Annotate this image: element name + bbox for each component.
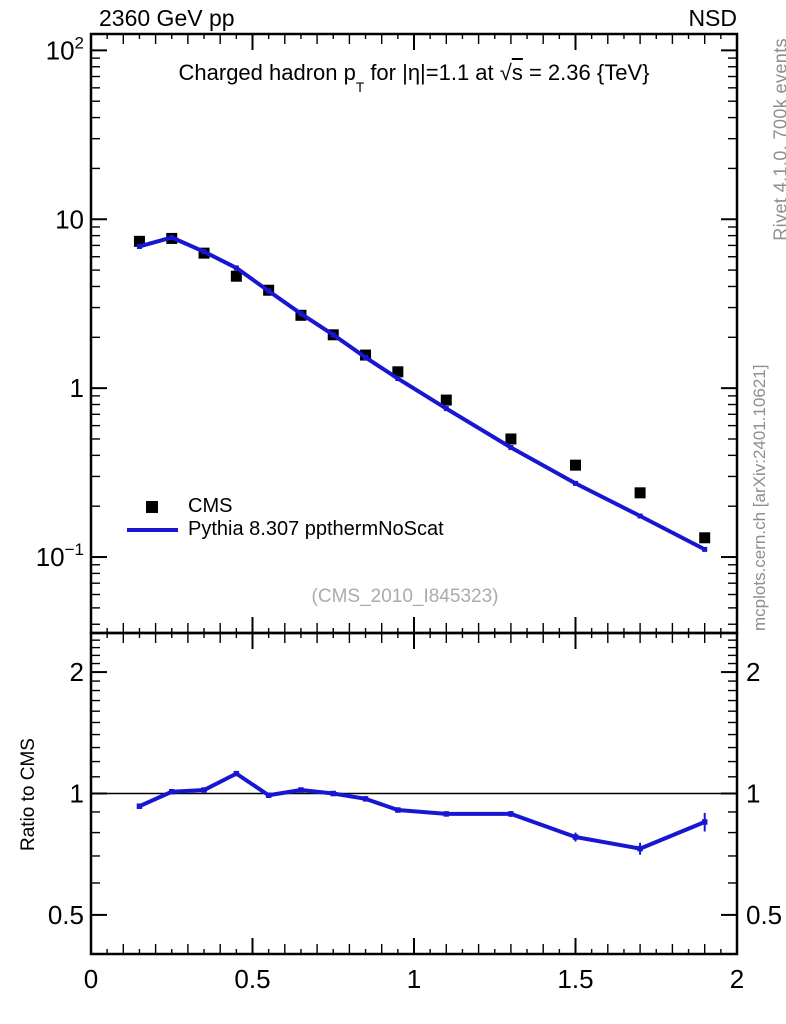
pythia-node-marker [201, 249, 207, 255]
ratio-node-marker [572, 834, 579, 840]
ratio-node-marker [169, 789, 175, 795]
pythia-node-marker [169, 234, 175, 240]
ratio-node-marker [637, 845, 643, 852]
sqrt-argument: s [511, 60, 523, 85]
beam-energy-label: 2360 GeV pp [99, 5, 235, 31]
pythia-node-marker [508, 445, 514, 451]
analysis-id-watermark: (CMS_2010_I845323) [311, 586, 499, 607]
main-y-tick-label: 10 [55, 204, 84, 234]
legend-label-cms: CMS [188, 495, 233, 517]
event-class-label: NSD [688, 5, 737, 31]
sqrt-sign: √ [499, 60, 512, 85]
x-tick-label: 0.5 [234, 964, 270, 994]
pythia-node-marker [443, 406, 449, 412]
cms-marker-icon [146, 501, 158, 513]
ratio-node-marker [701, 819, 708, 825]
ratio-node-marker [443, 811, 450, 817]
ratio-node-marker [508, 811, 514, 817]
cms-data-point [699, 532, 711, 544]
x-tick-label: 2 [730, 964, 744, 994]
ratio-node-marker [298, 787, 304, 793]
cms-data-point [133, 235, 145, 247]
ratio-curve [138, 771, 706, 851]
pythia-line-icon [127, 528, 178, 532]
legend-label-pythia: Pythia 8.307 ppthermNoScat [188, 518, 444, 540]
pythia-node-marker [637, 513, 643, 519]
ratio-y-tick-label: 1 [70, 779, 84, 809]
pythia-node-marker [136, 243, 142, 249]
title-mid: for |η|=1.1 at [364, 60, 500, 85]
main-panel-frame [89, 32, 739, 635]
pythia-node-marker [298, 311, 304, 317]
ratio-y-tick-label: 0.5 [48, 900, 84, 930]
pythia-node-marker [266, 288, 272, 294]
pythia-node-marker [395, 376, 401, 382]
x-tick-label: 1 [407, 964, 421, 994]
title-subscript: T [355, 79, 365, 95]
ratio-axis-label: Ratio to CMS [18, 738, 39, 851]
mcplots-arxiv-note: mcplots.cern.ch [arXiv:2401.10621] [750, 364, 769, 631]
ratio-node-marker [233, 770, 240, 777]
pythia-node-marker [233, 265, 239, 271]
ratio-node-marker [362, 796, 369, 802]
cms-data-point [392, 366, 404, 378]
pythia-node-marker [363, 354, 369, 360]
pythia-node-marker [330, 332, 336, 338]
main-y-tick-label: 1 [70, 373, 84, 403]
pythia-curve [138, 235, 706, 552]
pythia-node-marker [702, 546, 708, 552]
title-text: Charged hadron p [178, 60, 356, 85]
pythia-node-marker [573, 480, 578, 486]
cms-data-point [570, 459, 581, 471]
ratio-node-marker [136, 803, 143, 809]
rivet-version-note: Rivet 4.1.0, 700k events [771, 38, 786, 241]
ratio-y-tick-label: 1 [746, 779, 760, 809]
cms-data-point [440, 394, 452, 406]
plot-title: Charged hadron pT for |η|=1.1 at √s = 2.… [91, 60, 737, 95]
ratio-node-marker [395, 807, 401, 813]
ratio-y-tick-label: 2 [746, 657, 760, 687]
cms-data-point [634, 487, 646, 499]
ratio-node-marker [201, 787, 207, 793]
ratio-node-marker [265, 792, 272, 799]
cms-data-point [505, 433, 517, 445]
main-y-tick-label: 102 [46, 33, 84, 65]
x-tick-label: 1.5 [557, 964, 593, 994]
title-post: = 2.36 {TeV} [522, 60, 650, 85]
ratio-y-tick-label: 0.5 [746, 900, 782, 930]
cms-data-point [230, 270, 242, 282]
ratio-node-marker [330, 790, 336, 797]
x-tick-label: 0 [84, 964, 98, 994]
main-y-tick-label: 10−1 [36, 540, 84, 572]
ratio-y-tick-label: 2 [70, 657, 84, 687]
